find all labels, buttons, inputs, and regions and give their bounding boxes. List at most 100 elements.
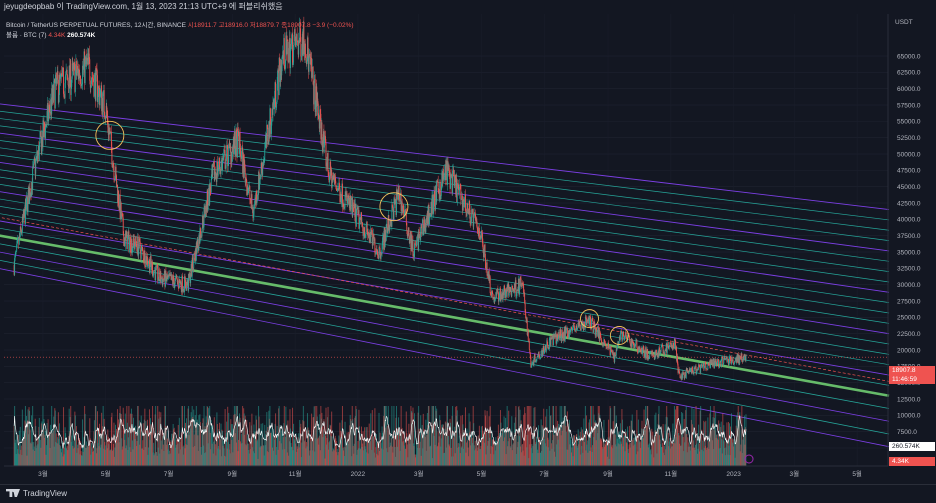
volume-bar — [515, 454, 517, 466]
volume-bar — [590, 447, 592, 466]
volume-bar — [649, 450, 651, 466]
candle-body — [632, 343, 634, 345]
volume-bar — [60, 448, 62, 466]
candle-body — [689, 369, 691, 371]
volume-bar — [578, 435, 580, 466]
candle-body — [610, 345, 612, 356]
volume-bar — [124, 439, 126, 466]
volume-bar — [719, 447, 721, 466]
volume-bar — [138, 420, 140, 466]
candle-body — [249, 186, 251, 200]
volume-bar — [438, 442, 440, 466]
volume-bar — [35, 448, 37, 466]
volume-bar — [406, 444, 408, 466]
volume-bar — [583, 418, 585, 466]
volume-bar — [144, 447, 146, 466]
candle-body — [225, 158, 227, 169]
volume-bar — [164, 406, 166, 466]
volume-bar — [687, 446, 689, 466]
candle-body — [671, 347, 673, 350]
candle-body — [538, 351, 539, 357]
candle-body — [669, 342, 671, 346]
volume-bar — [595, 420, 597, 466]
volume-bar — [499, 410, 501, 466]
candle-body — [422, 219, 424, 235]
candle-body — [471, 209, 473, 217]
volume-bar — [733, 439, 735, 466]
volume-bar — [119, 406, 121, 466]
volume-bar — [737, 412, 739, 466]
candle-body — [298, 39, 300, 41]
volume-bar — [43, 437, 45, 466]
symbol-legend[interactable]: Bitcoin / TetherUS PERPETUAL FUTURES, 12… — [6, 19, 354, 29]
candle-body — [355, 203, 357, 227]
volume-bar — [92, 450, 94, 466]
volume-bar — [577, 429, 579, 466]
volume-bar — [511, 416, 513, 466]
volume-bar — [733, 446, 735, 466]
volume-bar — [473, 423, 475, 466]
candle-body — [42, 120, 44, 147]
candle-body — [475, 218, 477, 222]
candle-body — [333, 175, 335, 180]
volume-bar — [101, 412, 103, 466]
candle-body — [514, 284, 516, 289]
volume-bar — [398, 439, 400, 466]
volume-bar — [552, 406, 554, 466]
symbol-title[interactable]: Bitcoin / TetherUS PERPETUAL FUTURES, 12… — [6, 22, 186, 29]
candle-body — [562, 334, 564, 341]
volume-bar — [359, 449, 361, 466]
volume-bar — [450, 422, 452, 466]
volume-bar — [536, 440, 538, 466]
volume-bar — [223, 448, 225, 466]
candle-body — [342, 183, 343, 207]
candle-body — [682, 371, 684, 378]
candle-body — [404, 209, 406, 213]
volume-bar — [628, 444, 630, 466]
volume-bar — [205, 452, 207, 466]
volume-bar — [531, 444, 533, 466]
candle-body — [704, 361, 706, 364]
volume-bar — [119, 413, 121, 466]
volume-bar — [612, 448, 614, 466]
volume-bar — [381, 426, 383, 466]
volume-bar — [551, 440, 553, 466]
candle-body — [262, 161, 264, 165]
volume-bar — [601, 447, 603, 466]
candle-body — [434, 206, 436, 210]
volume-bar — [642, 434, 644, 466]
volume-bar — [513, 422, 515, 466]
volume-bar — [424, 428, 426, 466]
volume-bar — [276, 447, 278, 466]
volume-bar — [510, 447, 512, 466]
tradingview-brand[interactable]: TradingView — [6, 489, 67, 498]
volume-legend[interactable]: 볼륨 · BTC (7) 4.34K 260.574K — [6, 29, 95, 39]
volume-bar — [13, 425, 15, 466]
candle-body — [160, 271, 162, 283]
volume-bar — [588, 422, 590, 466]
candle-body — [584, 316, 586, 329]
volume-bar — [487, 445, 489, 466]
y-tick-label: 22500.0 — [897, 331, 921, 338]
currency-label[interactable]: USDT — [895, 19, 913, 26]
candle-body — [150, 256, 152, 264]
candle-body — [495, 292, 497, 296]
candle-body — [644, 352, 646, 357]
volume-bar — [683, 418, 685, 466]
candle-body — [371, 230, 373, 234]
volume-bar — [281, 434, 283, 466]
candle-body — [651, 351, 653, 356]
volume-bar — [420, 455, 422, 466]
candle-body — [203, 207, 205, 227]
candle-body — [713, 358, 714, 360]
candle-body — [269, 108, 271, 122]
candle-body — [321, 140, 323, 152]
volume-bar — [743, 429, 745, 466]
candle-body — [60, 73, 62, 75]
candle-body — [127, 236, 129, 238]
candle-body — [609, 346, 611, 356]
candle-body — [496, 288, 498, 293]
candle-body — [698, 364, 700, 370]
candle-body — [719, 361, 721, 362]
